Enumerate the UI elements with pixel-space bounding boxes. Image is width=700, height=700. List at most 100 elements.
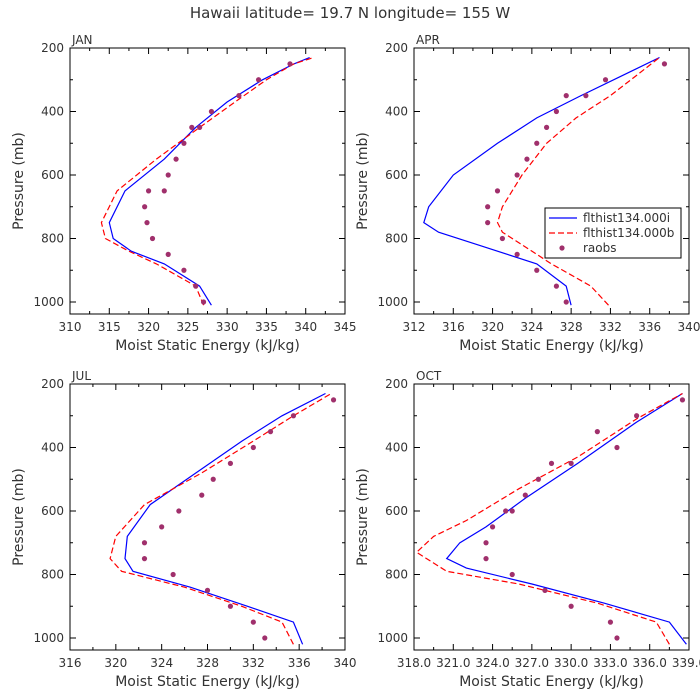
raobs-point — [161, 188, 167, 194]
raobs-point — [634, 413, 640, 419]
panel-jul: JUL 200 400 600 800 1000 316 320 324 328 332 336 340… — [11, 369, 356, 690]
raobs-point — [236, 93, 242, 99]
raobs-point — [149, 235, 156, 242]
series-line-b — [496, 57, 660, 306]
raobs-point — [607, 619, 614, 625]
raobs-point — [250, 619, 256, 625]
y-tick-label: 1000 — [377, 631, 408, 645]
y-tick-label: 1000 — [33, 631, 64, 645]
x-tick-label: 325 — [176, 320, 199, 334]
y-tick-label: 600 — [385, 504, 408, 518]
legend-label: flthist134.000b — [583, 226, 674, 240]
plot-area — [109, 392, 337, 645]
panel-title: OCT — [416, 369, 442, 383]
x-tick-label: 320 — [104, 656, 127, 670]
raobs-point — [534, 267, 540, 273]
raobs-point — [142, 204, 148, 210]
raobs-point — [189, 124, 195, 130]
raobs-point — [542, 587, 548, 593]
raobs-point — [524, 156, 530, 162]
raobs-point — [159, 524, 165, 530]
raobs-point — [330, 397, 337, 403]
raobs-point — [499, 235, 505, 242]
raobs-point — [679, 397, 686, 403]
y-axis-label: Pressure (mb) — [11, 132, 27, 230]
y-tick-label: 200 — [385, 377, 408, 391]
x-tick-label: 316 — [59, 656, 82, 670]
y-tick-label: 200 — [41, 41, 64, 55]
series-line-b — [100, 56, 314, 306]
raobs-point — [141, 556, 148, 562]
raobs-point — [614, 635, 620, 641]
raobs-point — [534, 140, 540, 146]
raobs-point — [602, 77, 609, 83]
x-axis-label: Moist Static Energy (kJ/kg) — [459, 338, 644, 354]
raobs-point — [483, 540, 489, 546]
raobs-point — [509, 571, 515, 578]
raobs-point — [553, 108, 560, 115]
plot-area — [100, 56, 314, 306]
x-axis-label: Moist Static Energy (kJ/kg) — [459, 674, 644, 690]
y-tick-label: 800 — [41, 568, 64, 582]
x-tick-label: 324.0 — [475, 656, 509, 670]
x-tick-label: 324 — [150, 656, 173, 670]
panel-oct: OCT 200 400 600 800 1000 318.0 321.0 324.0 327.0 3… — [355, 369, 700, 690]
x-tick-label: 312 — [403, 320, 426, 334]
y-tick-label: 800 — [385, 232, 408, 246]
raobs-point — [614, 444, 620, 451]
raobs-point — [485, 220, 491, 226]
legend-label: flthist134.000i — [583, 211, 670, 225]
raobs-point — [200, 299, 207, 305]
raobs-point — [210, 476, 216, 482]
raobs-point — [543, 124, 550, 130]
raobs-point — [181, 140, 187, 146]
y-tick-label: 1000 — [33, 295, 64, 309]
y-tick-label: 600 — [41, 504, 64, 518]
plot-area — [423, 56, 668, 306]
y-tick-label: 800 — [385, 568, 408, 582]
panel-title: JUL — [71, 369, 91, 383]
raobs-point — [170, 571, 176, 578]
raobs-point — [489, 524, 496, 530]
x-tick-label: 335 — [255, 320, 278, 334]
x-tick-label: 332 — [599, 320, 622, 334]
x-tick-label: 320 — [481, 320, 504, 334]
raobs-point — [165, 172, 171, 178]
raobs-point — [144, 220, 150, 226]
raobs-point — [197, 124, 203, 130]
x-tick-label: 336.0 — [633, 656, 667, 670]
y-tick-label: 600 — [41, 168, 64, 182]
y-tick-label: 400 — [41, 441, 64, 455]
x-axis-label: Moist Static Energy (kJ/kg) — [115, 338, 300, 354]
raobs-point — [141, 540, 148, 546]
plot-frame — [413, 383, 690, 651]
raobs-point — [176, 508, 182, 514]
raobs-point — [514, 172, 520, 178]
y-axis-label: Pressure (mb) — [11, 468, 27, 566]
raobs-point — [193, 283, 199, 289]
raobs-point — [227, 460, 234, 466]
raobs-point — [287, 61, 293, 67]
panel-apr: APR 200 400 600 800 1000 312 316 320 324 328 332 336… — [355, 33, 700, 354]
raobs-point — [199, 492, 205, 498]
raobs-point — [568, 460, 574, 466]
y-tick-label: 400 — [41, 105, 64, 119]
raobs-point — [485, 204, 491, 210]
raobs-point — [503, 508, 509, 514]
raobs-point — [181, 267, 187, 273]
raobs-point — [661, 61, 668, 67]
y-tick-label: 1000 — [377, 295, 408, 309]
raobs-point — [250, 444, 256, 451]
raobs-point — [267, 429, 274, 435]
x-tick-label: 324 — [520, 320, 543, 334]
raobs-point — [563, 299, 569, 305]
raobs-point — [522, 492, 528, 498]
raobs-point — [145, 188, 152, 194]
raobs-point — [208, 108, 215, 115]
plot-frame — [413, 47, 690, 315]
x-tick-label: 321.0 — [436, 656, 470, 670]
plot-frame — [69, 47, 346, 315]
x-tick-label: 328 — [196, 656, 219, 670]
